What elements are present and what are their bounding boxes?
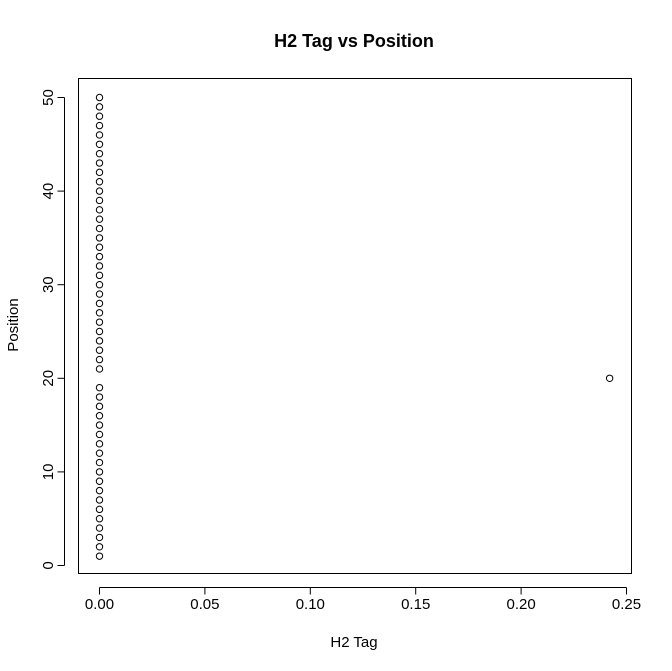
data-point <box>95 505 104 514</box>
x-tick-label: 0.15 <box>401 596 430 613</box>
y-axis: 0 10 20 30 40 50 <box>40 89 65 570</box>
data-point <box>95 252 104 261</box>
data-point <box>95 112 104 120</box>
data-point <box>95 318 104 326</box>
data-point <box>95 327 104 336</box>
data-point <box>95 121 104 130</box>
data-point <box>95 355 104 364</box>
data-point <box>95 224 104 233</box>
data-point <box>95 299 104 308</box>
data-point <box>95 337 104 345</box>
data-point <box>95 543 104 551</box>
y-tick-label: 10 <box>40 464 57 481</box>
data-point <box>95 178 104 186</box>
x-tick-label: 0.05 <box>190 596 219 613</box>
data-point <box>95 140 104 149</box>
data-point <box>95 515 104 523</box>
data-point <box>95 243 104 251</box>
y-tick-label: 30 <box>40 276 57 293</box>
data-point <box>95 262 104 270</box>
data-point <box>95 449 104 457</box>
y-tick-label: 50 <box>40 89 57 106</box>
data-point <box>95 93 104 102</box>
data-point <box>95 421 104 429</box>
data-point <box>95 468 104 476</box>
data-point <box>95 149 104 158</box>
data-point <box>95 346 104 354</box>
x-tick-label: 0.00 <box>85 596 114 613</box>
data-point <box>95 234 104 242</box>
chart-title: H2 Tag vs Position <box>274 31 434 51</box>
data-point <box>95 440 104 448</box>
data-point <box>605 374 614 382</box>
data-point <box>95 477 104 485</box>
data-point <box>95 458 104 467</box>
data-point <box>95 365 104 373</box>
data-point <box>95 281 104 289</box>
data-point <box>95 196 104 205</box>
y-axis-label: Position <box>5 298 22 351</box>
data-point <box>95 215 104 223</box>
plot-frame <box>78 78 632 574</box>
data-point <box>95 206 104 214</box>
x-tick-label: 0.20 <box>506 596 535 613</box>
data-point <box>95 159 104 167</box>
x-tick-label: 0.25 <box>612 596 641 613</box>
data-point <box>95 496 104 504</box>
data-point <box>95 168 104 177</box>
data-point <box>95 430 104 439</box>
y-tick-label: 40 <box>40 183 57 200</box>
data-point <box>95 309 104 317</box>
data-point <box>95 383 104 392</box>
data-point <box>95 552 104 560</box>
data-point <box>95 131 104 139</box>
data-point <box>95 103 104 111</box>
data-point <box>95 533 104 542</box>
data-point <box>95 412 104 420</box>
y-tick-label: 0 <box>40 561 57 569</box>
data-point <box>95 187 104 195</box>
x-tick-label: 0.10 <box>296 596 325 613</box>
x-axis-label: H2 Tag <box>330 634 377 651</box>
x-axis: 0.00 0.05 0.10 0.15 0.20 0.25 <box>85 587 641 613</box>
data-points <box>95 93 614 560</box>
data-point <box>95 290 104 298</box>
y-tick-label: 20 <box>40 370 57 387</box>
data-point <box>95 486 104 495</box>
data-point <box>95 393 104 401</box>
data-point <box>95 271 104 280</box>
data-point <box>95 524 104 532</box>
data-point <box>95 402 104 411</box>
